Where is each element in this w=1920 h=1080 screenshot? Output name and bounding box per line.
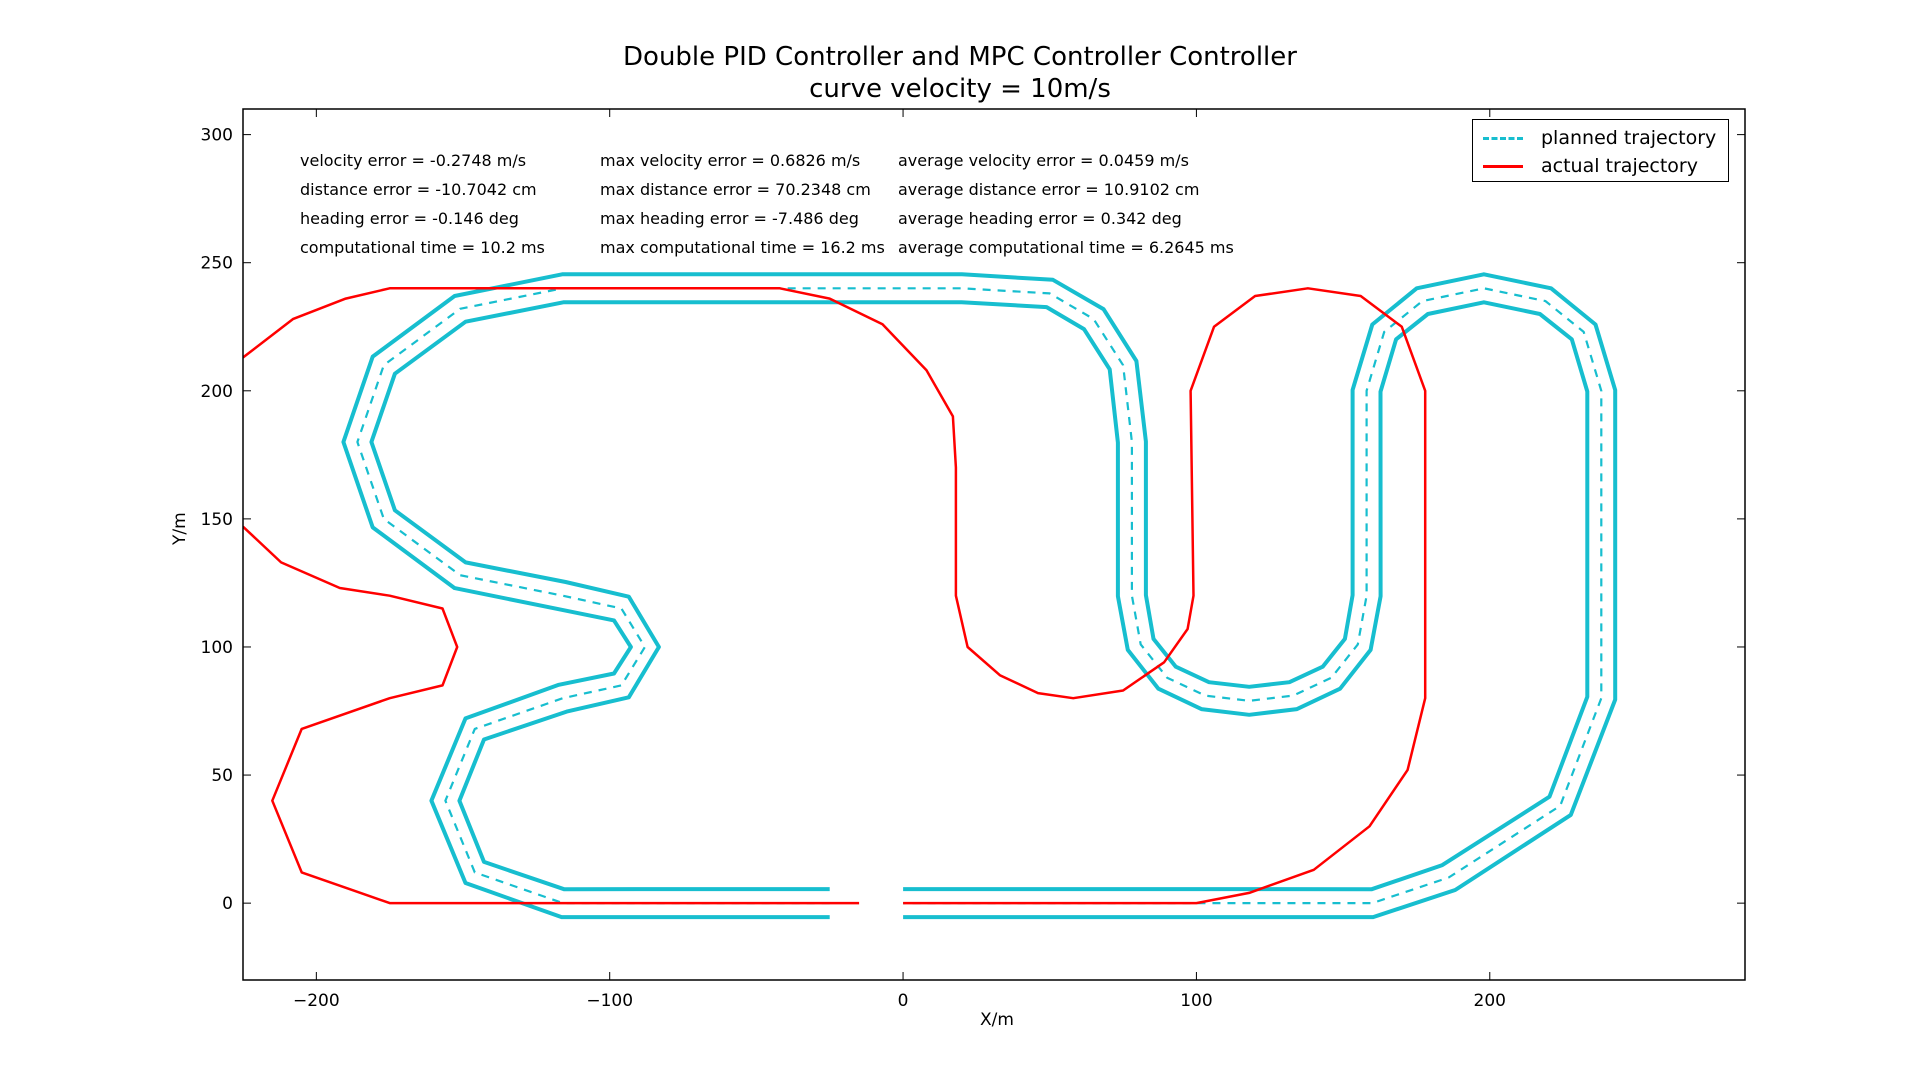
y-tick-label: 300 — [201, 126, 233, 146]
annotation-text: average velocity error = 0.0459 m/s — [898, 151, 1189, 170]
annotation-text: average distance error = 10.9102 cm — [898, 180, 1200, 199]
x-tick-label: 100 — [1180, 991, 1212, 1011]
x-tick-label: 200 — [1474, 991, 1506, 1011]
annotation-text: average heading error = 0.342 deg — [898, 209, 1182, 228]
legend-label-actual: actual trajectory — [1541, 155, 1698, 177]
legend-label-planned: planned trajectory — [1541, 127, 1717, 149]
annotation-text: max computational time = 16.2 ms — [600, 238, 885, 257]
annotation-text: average computational time = 6.2645 ms — [898, 238, 1234, 257]
annotation-text: max velocity error = 0.6826 m/s — [600, 151, 861, 170]
annotation-text: heading error = -0.146 deg — [300, 209, 519, 228]
y-tick-label: 150 — [201, 510, 233, 530]
series-actual-line — [243, 287, 1427, 905]
annotation-text: computational time = 10.2 ms — [300, 238, 545, 257]
y-tick-label: 50 — [211, 766, 233, 786]
track-edge-outer — [369, 300, 1590, 892]
y-tick-label: 0 — [222, 894, 233, 914]
chart-subtitle: curve velocity = 10m/s — [809, 74, 1111, 104]
x-axis-label: X/m — [980, 1010, 1014, 1030]
y-tick-label: 200 — [201, 382, 233, 402]
x-tick-label: 0 — [898, 991, 909, 1011]
plot-lines — [243, 272, 1618, 920]
legend-item-actual: actual trajectory — [1483, 154, 1698, 178]
annotation-text: velocity error = -0.2748 m/s — [300, 151, 527, 170]
y-tick-label: 250 — [201, 254, 233, 274]
y-axis-label: Y/m — [170, 512, 190, 545]
legend-item-planned: planned trajectory — [1483, 126, 1716, 150]
legend-swatch-actual — [1483, 164, 1523, 168]
axes-frame — [242, 108, 1746, 981]
annotation-text: max heading error = -7.486 deg — [600, 209, 859, 228]
series-planned-line — [356, 287, 1603, 905]
chart-title: Double PID Controller and MPC Controller… — [623, 42, 1297, 72]
track-edge-inner — [341, 272, 1618, 920]
annotation-text: max distance error = 70.2348 cm — [600, 180, 871, 199]
y-tick-label: 100 — [201, 638, 233, 658]
legend: planned trajectory actual trajectory — [1472, 119, 1729, 182]
x-tick-label: −200 — [293, 991, 340, 1011]
annotation-text: distance error = -10.7042 cm — [300, 180, 537, 199]
x-tick-label: −100 — [586, 991, 633, 1011]
legend-swatch-planned — [1483, 136, 1523, 140]
